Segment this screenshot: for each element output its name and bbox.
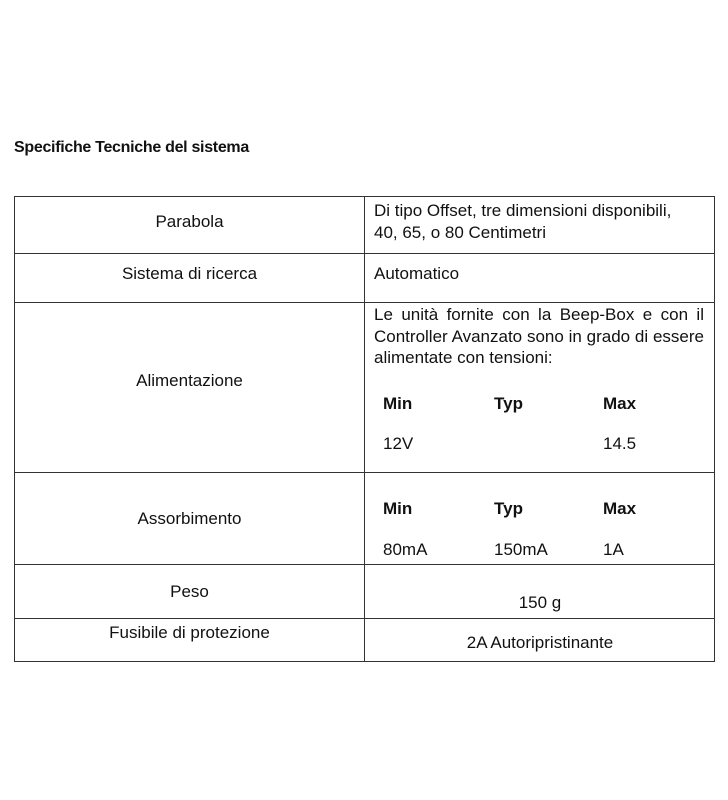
value-sistema-ricerca: Automatico bbox=[374, 264, 460, 283]
value-typ: 150mA bbox=[494, 540, 548, 559]
value-max: 1A bbox=[603, 540, 624, 559]
row-divider bbox=[15, 618, 714, 619]
page-title: Specifiche Tecniche del sistema bbox=[14, 139, 249, 156]
label-alimentazione: Alimentazione bbox=[136, 371, 243, 390]
value-max: 14.5 bbox=[603, 434, 637, 453]
label-assorbimento: Assorbimento bbox=[137, 509, 242, 528]
header-min: Min bbox=[383, 499, 413, 518]
value-parabola-line2: 40, 65, o 80 Centimetri bbox=[374, 223, 546, 242]
row-divider bbox=[15, 253, 714, 254]
header-max: Max bbox=[603, 499, 637, 518]
value-min: 80mA bbox=[383, 540, 428, 559]
label-parabola: Parabola bbox=[155, 212, 224, 231]
header-min: Min bbox=[383, 394, 413, 413]
value-peso: 150 g bbox=[518, 593, 562, 612]
column-divider bbox=[364, 197, 365, 661]
row-divider bbox=[15, 564, 714, 565]
label-fusibile: Fusibile di protezione bbox=[109, 623, 270, 642]
specs-table: Parabola Di tipo Offset, tre dimensioni … bbox=[14, 196, 715, 662]
value-alimentazione: Le unità fornite con la Beep-Box e con i… bbox=[374, 305, 704, 367]
row-divider bbox=[15, 472, 714, 473]
header-typ: Typ bbox=[494, 499, 523, 518]
label-sistema-ricerca: Sistema di ricerca bbox=[121, 264, 258, 283]
value-min: 12V bbox=[383, 434, 414, 453]
value-fusibile: 2A Autoripristinante bbox=[466, 633, 614, 652]
label-peso: Peso bbox=[170, 582, 209, 601]
value-parabola-line1: Di tipo Offset, tre dimensioni disponibi… bbox=[374, 201, 672, 220]
header-max: Max bbox=[603, 394, 637, 413]
row-divider bbox=[15, 302, 714, 303]
header-typ: Typ bbox=[494, 394, 523, 413]
